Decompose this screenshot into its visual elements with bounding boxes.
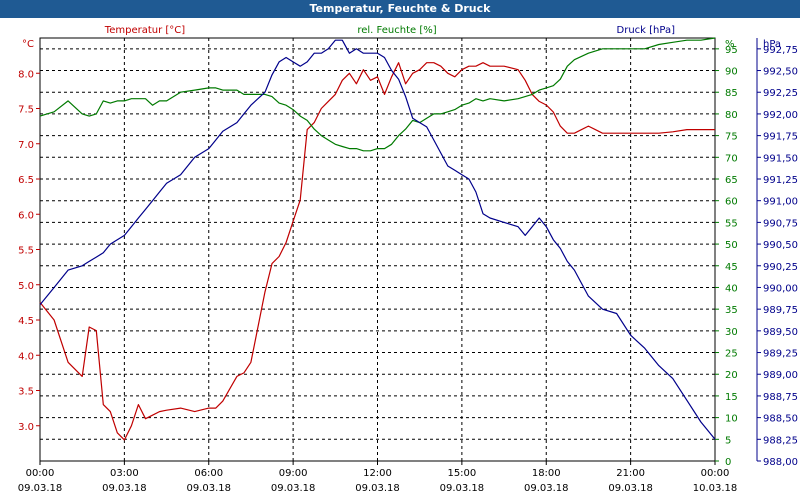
right1-tick-label: 25: [725, 349, 738, 360]
right2-tick-label: 991,00: [763, 197, 798, 208]
series-line: [39, 62, 715, 441]
right1-tick-label: 90: [725, 67, 738, 78]
right2-tick-label: 988,25: [763, 435, 798, 446]
right2-tick-label: 992,75: [763, 45, 798, 56]
left-tick-label: 7.0: [18, 140, 34, 151]
right2-tick-label: 992,50: [763, 67, 798, 78]
series-line: [39, 39, 716, 440]
right1-tick-label: 45: [725, 262, 738, 273]
series-label: Druck [hPa]: [617, 25, 676, 36]
right2-tick-label: 991,75: [763, 132, 798, 143]
right1-tick-label: 70: [725, 153, 738, 164]
right1-tick-label: 75: [725, 132, 738, 143]
left-tick-label: 3.5: [18, 387, 34, 398]
right2-tick-label: 988,00: [763, 457, 798, 468]
right2-tick-label: 989,00: [763, 370, 798, 381]
left-tick-label: 4.5: [18, 316, 34, 327]
right2-tick-label: 988,50: [763, 414, 798, 425]
series-line: [39, 37, 716, 152]
x-tick-time: 03:00: [110, 468, 139, 479]
left-tick-label: 7.5: [18, 105, 34, 116]
x-tick-date: 10.03.18: [693, 483, 738, 494]
left-tick-label: 6.0: [18, 210, 34, 221]
right1-tick-label: 40: [725, 283, 738, 294]
x-tick-time: 00:00: [701, 468, 730, 479]
right2-tick-label: 990,50: [763, 240, 798, 251]
right2-tick-label: 990,25: [763, 262, 798, 273]
right2-tick-label: 992,00: [763, 110, 798, 121]
right2-tick-label: 990,00: [763, 283, 798, 294]
left-tick-label: 8.0: [18, 69, 34, 80]
right1-tick-label: 85: [725, 88, 738, 99]
left-tick-label: 6.5: [18, 175, 34, 186]
right1-tick-label: 30: [725, 327, 738, 338]
x-tick-date: 09.03.18: [355, 483, 400, 494]
right2-tick-label: 988,75: [763, 392, 798, 403]
right1-tick-label: 35: [725, 305, 738, 316]
x-tick-time: 09:00: [279, 468, 308, 479]
right2-tick-label: 989,50: [763, 327, 798, 338]
x-tick-date: 09.03.18: [608, 483, 653, 494]
left-tick-label: 5.5: [18, 246, 34, 257]
left-tick-label: 5.0: [18, 281, 34, 292]
x-tick-date: 09.03.18: [18, 483, 63, 494]
right1-tick-label: 20: [725, 370, 738, 381]
x-tick-time: 21:00: [616, 468, 645, 479]
x-tick-date: 09.03.18: [440, 483, 485, 494]
right2-tick-label: 991,50: [763, 153, 798, 164]
right1-tick-label: 50: [725, 240, 738, 251]
right1-tick-label: 0: [725, 457, 731, 468]
x-tick-date: 09.03.18: [102, 483, 147, 494]
right2-tick-label: 991,25: [763, 175, 798, 186]
right1-axis-unit: %: [725, 39, 735, 50]
chart-title: Temperatur, Feuchte & Druck: [0, 0, 800, 18]
right2-tick-label: 989,25: [763, 349, 798, 360]
right1-tick-label: 55: [725, 218, 738, 229]
right1-tick-label: 80: [725, 110, 738, 121]
x-tick-date: 09.03.18: [271, 483, 316, 494]
series-label: Temperatur [°C]: [104, 25, 185, 36]
x-tick-date: 09.03.18: [186, 483, 231, 494]
series-label: rel. Feuchte [%]: [357, 25, 436, 36]
x-tick-time: 00:00: [26, 468, 55, 479]
right1-tick-label: 65: [725, 175, 738, 186]
x-tick-time: 18:00: [532, 468, 561, 479]
right1-tick-label: 15: [725, 392, 738, 403]
x-tick-time: 12:00: [363, 468, 392, 479]
x-tick-date: 09.03.18: [524, 483, 569, 494]
right2-axis-unit: hPa: [763, 39, 781, 50]
x-tick-time: 06:00: [194, 468, 223, 479]
right1-tick-label: 60: [725, 197, 738, 208]
right1-tick-label: 95: [725, 45, 738, 56]
left-tick-label: 3.0: [18, 422, 34, 433]
right2-tick-label: 990,75: [763, 218, 798, 229]
right2-tick-label: 989,75: [763, 305, 798, 316]
right1-tick-label: 5: [725, 435, 731, 446]
left-tick-label: 4.0: [18, 351, 34, 362]
right1-tick-label: 10: [725, 414, 738, 425]
left-axis-unit: °C: [22, 39, 34, 50]
right2-tick-label: 992,25: [763, 88, 798, 99]
x-tick-time: 15:00: [447, 468, 476, 479]
